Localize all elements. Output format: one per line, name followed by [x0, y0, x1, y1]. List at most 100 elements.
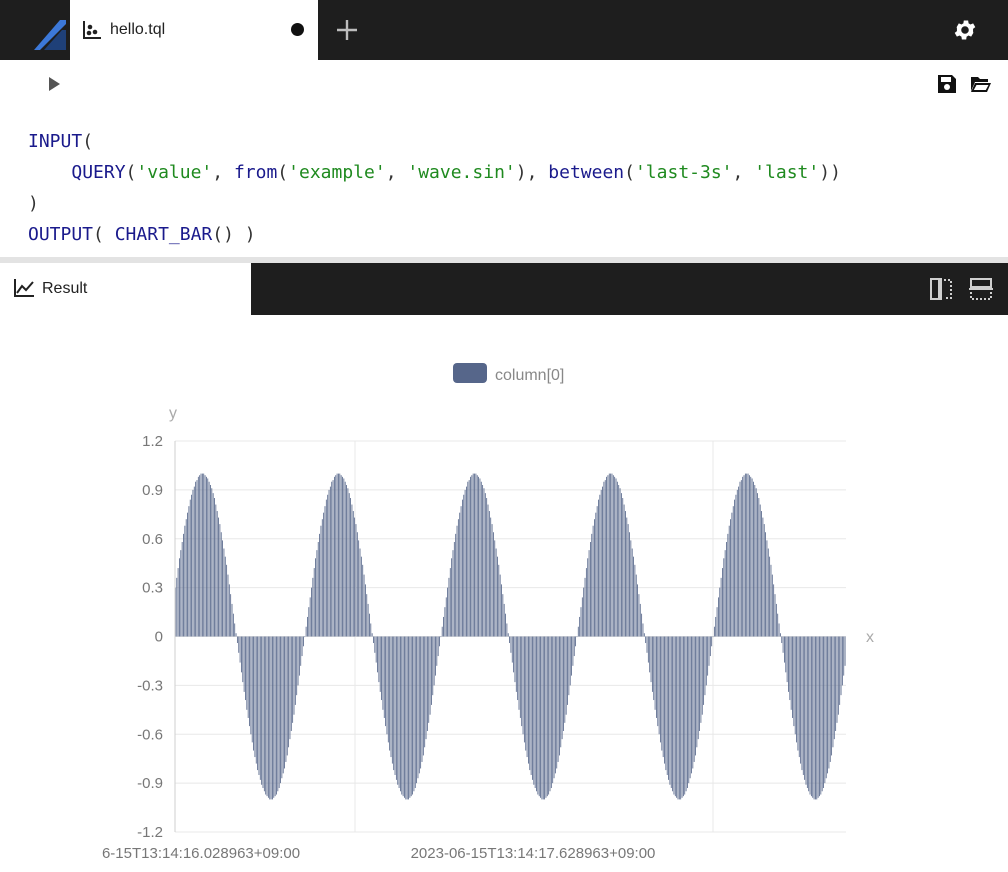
bar: [374, 636, 376, 653]
code-line[interactable]: ): [28, 188, 841, 219]
legend-swatch[interactable]: [453, 363, 487, 383]
bar: [347, 488, 349, 637]
code-token: [28, 162, 71, 183]
bar: [305, 626, 307, 637]
bar: [713, 626, 715, 637]
tab-result[interactable]: Result: [0, 263, 251, 315]
bar: [800, 636, 802, 764]
play-icon[interactable]: [46, 76, 62, 92]
bar: [251, 636, 253, 743]
bar: [231, 603, 233, 637]
bar: [370, 623, 372, 637]
bar: [723, 558, 725, 637]
bar: [735, 494, 737, 637]
split-horizontal-icon[interactable]: [929, 277, 953, 301]
bar: [637, 584, 638, 637]
code-token: 'last-3s': [634, 162, 733, 183]
bar: [553, 636, 555, 779]
code-editor[interactable]: INPUT( QUERY('value', from('example', 'w…: [28, 126, 841, 250]
bar: [321, 519, 323, 637]
bar: [560, 636, 562, 748]
legend-label[interactable]: column[0]: [495, 367, 564, 384]
bar: [581, 597, 583, 637]
bar: [467, 481, 469, 637]
bar: [759, 504, 761, 637]
bar: [777, 613, 779, 637]
bar: [677, 636, 679, 800]
bar: [247, 636, 249, 718]
y-tick-label: -0.6: [137, 726, 163, 743]
save-icon[interactable]: [937, 74, 957, 94]
bar: [797, 636, 799, 751]
bar: [292, 636, 294, 723]
bar: [661, 636, 663, 751]
bar: [719, 587, 721, 637]
bar: [696, 636, 698, 748]
bar: [583, 587, 585, 637]
bar: [180, 550, 182, 637]
bar: [482, 484, 484, 637]
bar: [687, 636, 688, 789]
bar: [611, 473, 613, 637]
split-vertical-icon[interactable]: [968, 277, 994, 301]
bar: [405, 636, 407, 800]
bar: [224, 556, 226, 637]
bar: [740, 480, 742, 637]
bar: [705, 636, 707, 686]
bar: [608, 473, 610, 637]
bar: [499, 574, 501, 637]
bar: [498, 564, 500, 637]
tab-hello-tql[interactable]: hello.tql: [70, 0, 318, 60]
bar: [262, 636, 264, 789]
unsaved-dot-icon[interactable]: [291, 23, 304, 36]
bar: [276, 636, 277, 795]
bar: [303, 636, 304, 647]
bar: [653, 636, 655, 701]
bar: [588, 550, 590, 637]
bar: [835, 636, 837, 731]
bar: [510, 636, 512, 653]
bar: [682, 636, 684, 797]
bar: [533, 636, 535, 785]
bar: [712, 636, 714, 638]
bar: [352, 511, 354, 637]
folder-open-icon[interactable]: [970, 74, 992, 94]
bar: [297, 636, 299, 686]
bar: [242, 636, 244, 683]
gear-icon[interactable]: [952, 17, 978, 43]
plus-icon[interactable]: [333, 16, 361, 44]
bar: [775, 603, 777, 637]
bar: [286, 636, 288, 756]
code-line[interactable]: OUTPUT( CHART_BAR() ): [28, 219, 841, 250]
bar: [397, 636, 399, 785]
bar: [272, 636, 273, 800]
bar: [785, 636, 787, 673]
code-line[interactable]: INPUT(: [28, 126, 841, 157]
code-token: ),: [515, 162, 549, 183]
bar: [704, 636, 706, 696]
bar: [635, 574, 637, 637]
bar: [809, 636, 811, 795]
bar: [447, 587, 449, 637]
bar: [757, 493, 758, 637]
bar: [627, 524, 629, 637]
bar: [703, 636, 705, 705]
bar: [563, 636, 564, 731]
bar: [576, 636, 578, 638]
bar: [631, 548, 633, 637]
panel-splitter[interactable]: [0, 257, 1008, 263]
bar: [674, 636, 676, 797]
bar: [680, 636, 682, 800]
bar: [205, 476, 207, 637]
bar: [317, 542, 319, 637]
bar: [389, 636, 391, 751]
code-line[interactable]: QUERY('value', from('example', 'wave.sin…: [28, 157, 841, 188]
bar: [709, 636, 711, 657]
bar: [650, 636, 652, 683]
bar: [736, 489, 738, 637]
bar: [238, 636, 240, 653]
bar: [409, 636, 411, 798]
y-tick-label: 0.3: [142, 580, 163, 597]
bar: [789, 636, 791, 701]
bar: [594, 519, 595, 637]
